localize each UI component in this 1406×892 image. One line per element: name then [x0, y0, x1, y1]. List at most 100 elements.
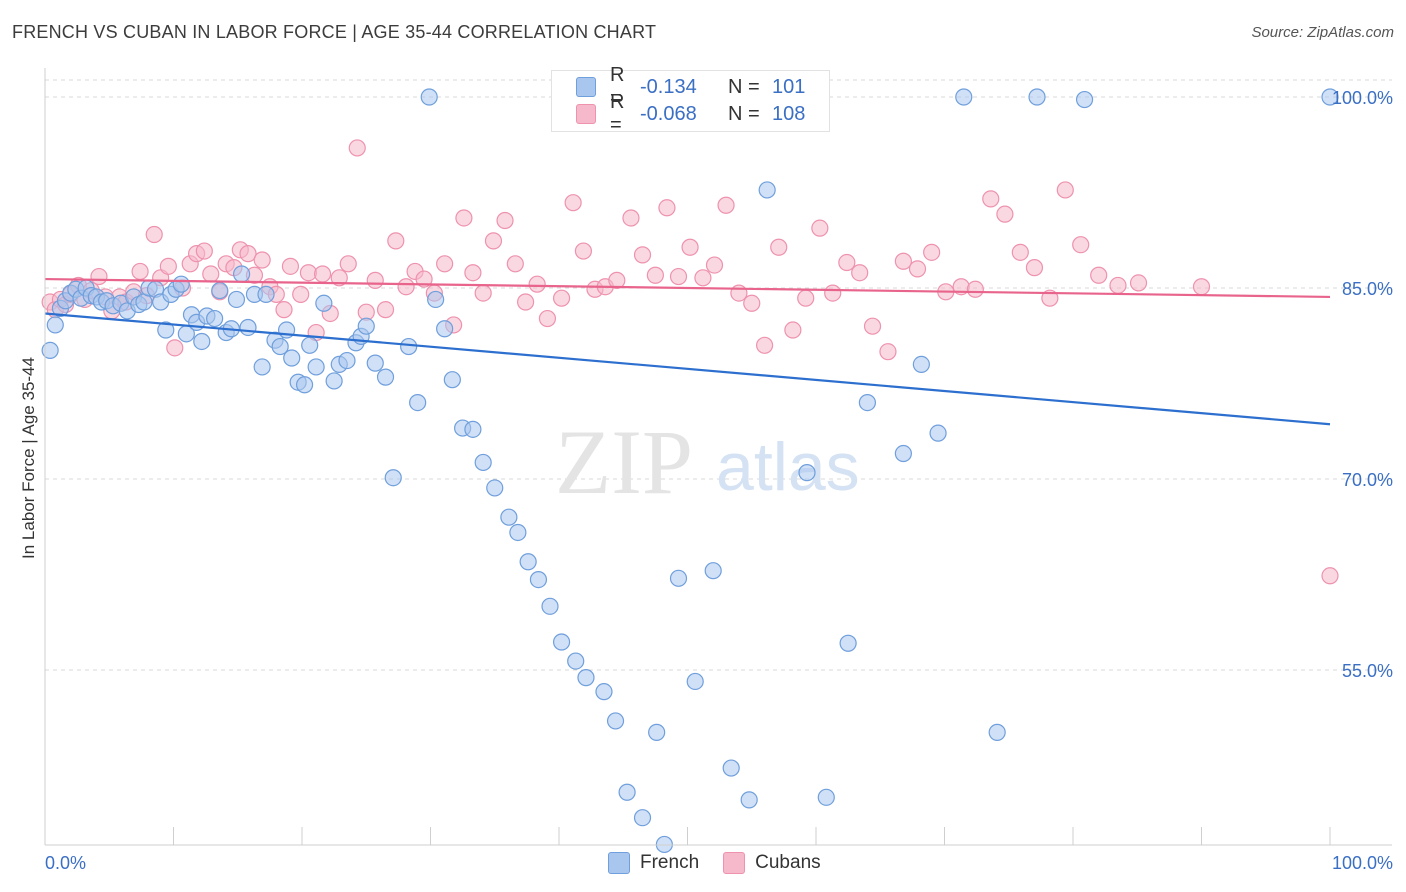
- cubans-point: [608, 271, 626, 289]
- legend-n-label: N =: [728, 75, 760, 98]
- cubans-point: [496, 211, 514, 230]
- cubans-point: [195, 242, 213, 260]
- french-point: [211, 281, 229, 300]
- series-french-points: [41, 88, 1339, 854]
- french-point: [722, 759, 740, 777]
- cubans-point: [464, 264, 482, 282]
- series-legend-label-cubans: Cubans: [755, 852, 821, 873]
- series-cubans-points: [41, 139, 1339, 585]
- french-point: [839, 634, 857, 652]
- cubans-point: [1041, 289, 1059, 307]
- french-point: [46, 316, 64, 334]
- legend-r-label: R =: [610, 91, 625, 136]
- chart-source: Source: ZipAtlas.com: [1251, 24, 1394, 41]
- cubans-point: [894, 252, 912, 270]
- cubans-point: [159, 257, 177, 275]
- legend-row-cubans: R = -0.068 N = 108: [552, 91, 806, 136]
- cubans-point: [1072, 236, 1090, 254]
- tick-labels: 55.0% 70.0% 85.0% 100.0% 0.0% 100.0%: [45, 88, 1393, 873]
- cubans-point: [923, 243, 941, 261]
- legend-swatch-french: [576, 77, 596, 97]
- cubans-point: [879, 343, 897, 361]
- cubans-point: [313, 265, 332, 283]
- cubans-point: [387, 232, 405, 250]
- cubans-point: [299, 264, 318, 282]
- cubans-point: [474, 284, 492, 302]
- axes: [44, 68, 1392, 846]
- french-point: [206, 309, 224, 328]
- cubans-point: [253, 251, 271, 269]
- french-point: [443, 371, 461, 389]
- french-point: [988, 723, 1006, 741]
- cubans-point: [538, 309, 557, 328]
- cubans-point: [455, 209, 473, 227]
- french-point: [157, 321, 175, 339]
- cubans-point: [811, 219, 829, 237]
- cubans-point: [1011, 243, 1029, 261]
- series-legend-swatch-cubans: [723, 852, 746, 874]
- cubans-point: [770, 238, 788, 256]
- y-axis-label: In Labor Force | Age 35-44: [19, 357, 38, 559]
- french-point: [618, 783, 636, 801]
- series-legend-item-french: French: [608, 852, 699, 874]
- cubans-point: [415, 270, 433, 288]
- trend-lines: [44, 277, 1331, 426]
- cubans-point: [376, 301, 395, 319]
- french-point: [606, 712, 625, 730]
- french-point: [595, 683, 613, 701]
- chart-title: FRENCH VS CUBAN IN LABOR FORCE | AGE 35-…: [12, 22, 657, 42]
- cubans-point: [694, 269, 712, 287]
- cubans-point: [1109, 276, 1127, 295]
- x-tick-label: 100.0%: [1332, 853, 1393, 873]
- french-point: [239, 318, 257, 337]
- legend-r-label: R =: [610, 64, 625, 109]
- french-point: [509, 523, 527, 542]
- y-tick-label: 70.0%: [1342, 470, 1393, 490]
- legend-n-value: 108: [772, 102, 806, 125]
- legend-row-french: R = -0.134 N = 101: [552, 64, 805, 109]
- french-point: [301, 336, 319, 354]
- cubans-point: [1025, 259, 1044, 277]
- cubans-point: [528, 275, 546, 293]
- french-point: [338, 351, 356, 370]
- french-point: [464, 420, 482, 438]
- french-point: [758, 181, 776, 199]
- cubans-point: [908, 260, 927, 278]
- french-point: [740, 791, 758, 809]
- french-point: [567, 652, 585, 670]
- french-point: [655, 835, 673, 854]
- french-trend-line: [44, 312, 1331, 426]
- french-point: [486, 479, 504, 497]
- legend-swatch-cubans: [576, 104, 596, 124]
- cubans-point: [996, 205, 1014, 223]
- french-point: [1028, 88, 1046, 106]
- french-point: [325, 372, 343, 390]
- cubans-point: [348, 139, 366, 157]
- watermark-atlas: atlas: [716, 429, 860, 505]
- y-tick-label: 85.0%: [1342, 279, 1393, 299]
- gridlines: [45, 79, 1392, 671]
- french-point: [257, 285, 275, 303]
- cubans-point: [838, 253, 856, 272]
- cubans-point: [658, 199, 676, 217]
- cubans-point: [982, 190, 1000, 208]
- cubans-point: [1129, 274, 1148, 292]
- french-point: [633, 809, 652, 827]
- cubans-point: [705, 256, 724, 274]
- french-point: [541, 597, 559, 615]
- cubans-point: [966, 280, 984, 298]
- cubans-point: [851, 264, 869, 282]
- cubans-point: [622, 209, 640, 227]
- french-point: [307, 358, 325, 376]
- cubans-point: [552, 289, 571, 307]
- cubans-point: [202, 265, 220, 283]
- cubans-point: [145, 225, 163, 244]
- cubans-point: [397, 278, 415, 296]
- french-point: [233, 265, 251, 283]
- cubans-point: [681, 238, 699, 256]
- french-point: [669, 569, 688, 587]
- french-point: [686, 672, 704, 691]
- cubans-trend-line: [44, 277, 1331, 299]
- french-point: [193, 332, 211, 351]
- cubans-point: [1321, 567, 1339, 585]
